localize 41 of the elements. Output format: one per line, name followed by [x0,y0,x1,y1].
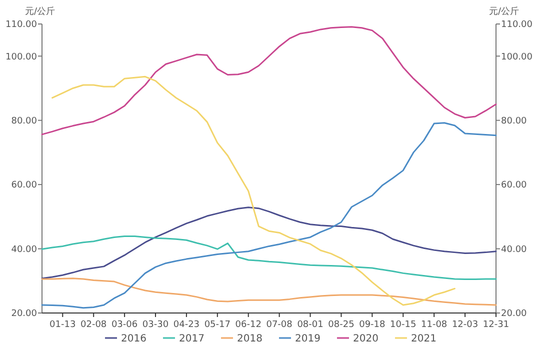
x-tick-label: 07-08 [266,320,293,330]
legend-label: 2020 [353,334,378,344]
x-tick-label: 06-12 [235,320,262,330]
line-series [41,236,497,280]
x-tick-label: 03-06 [111,320,138,330]
x-tick-label: 08-01 [297,320,324,330]
y2-tick-label: 20.00 [501,309,528,320]
legend-label: 2021 [411,334,436,344]
y-tick-label: 20.00 [11,309,38,320]
line-series [41,26,497,136]
y2-axis-title: 元/公斤 [488,6,520,17]
y2-tick-label: 40.00 [501,244,528,255]
y-tick-label: 80.00 [11,116,38,126]
y2-tick-label: 60.00 [501,180,528,191]
x-tick-label: 03-30 [142,320,169,330]
y-axis-title: 元/公斤 [24,6,56,17]
line-series [41,206,497,280]
y-tick-label: 40.00 [11,244,38,255]
y2-tick-label: 80.00 [501,116,528,126]
legend-label: 2016 [121,334,146,344]
x-tick-label: 04-23 [173,320,200,330]
y-tick-label: 60.00 [11,180,38,191]
x-tick-label: 09-18 [359,320,386,330]
x-tick-label: 02-08 [80,320,107,330]
line-series [41,122,497,309]
x-tick-label: 12-03 [452,320,478,330]
y2-tick-label: 100.00 [501,52,533,62]
x-tick-label: 05-17 [204,320,230,330]
line-series [41,278,497,306]
legend-label: 2019 [295,334,320,344]
legend-label: 2017 [179,334,204,344]
y-tick-label: 100.00 [6,52,38,62]
legend-label: 2018 [237,334,262,344]
x-tick-label: 01-13 [50,320,76,330]
line-series [52,76,456,306]
y2-tick-label: 110.00 [501,20,533,30]
x-tick-label: 11-08 [421,320,448,330]
x-tick-label: 12-31 [482,320,510,330]
x-tick-label: 10-15 [390,320,416,330]
y-tick-label: 110.00 [6,20,38,30]
x-tick-label: 08-25 [328,320,354,330]
